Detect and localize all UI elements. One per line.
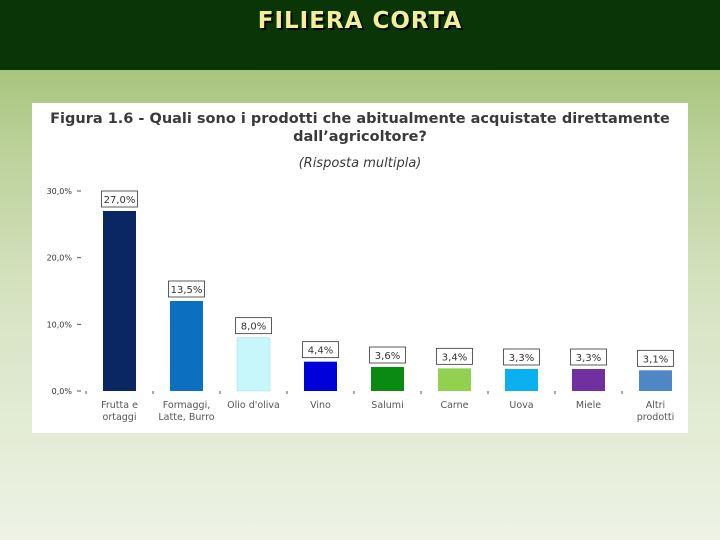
category-label: prodotti (637, 412, 674, 423)
data-label-box (570, 348, 607, 366)
data-label: 3,3% (576, 353, 601, 364)
category-label: ortaggi (103, 412, 137, 423)
category-label: Latte, Burro (158, 412, 214, 423)
data-label-box (235, 317, 272, 335)
bar (103, 211, 136, 391)
chart-title-line-1: Figura 1.6 - Quali sono i prodotti che a… (50, 111, 670, 127)
category-label: Formaggi, (163, 400, 210, 411)
category-label: Olio d'oliva (227, 400, 280, 411)
bar (236, 337, 271, 392)
data-label-box (637, 349, 674, 367)
data-label-box (101, 190, 138, 208)
category-label: Miele (576, 400, 601, 411)
bar (304, 361, 337, 391)
data-label: 3,6% (375, 351, 400, 362)
data-label: 4,4% (308, 346, 333, 357)
bar (505, 369, 538, 391)
data-label: 3,4% (442, 352, 467, 363)
bar (572, 369, 605, 391)
category-label: Uova (509, 400, 533, 411)
bar (438, 368, 471, 391)
data-label-box (369, 346, 406, 364)
data-label-box (503, 348, 540, 366)
bar (371, 367, 404, 391)
data-label-box (436, 347, 473, 365)
y-tick-label: 20,0% (47, 254, 73, 263)
y-tick-label: 30,0% (47, 187, 73, 196)
category-label: Altri (646, 400, 665, 411)
bar (170, 301, 203, 391)
data-label: 27,0% (104, 195, 136, 206)
bar (639, 370, 672, 391)
category-label: Vino (310, 400, 331, 411)
data-label-box (302, 341, 339, 359)
data-label: 3,3% (509, 353, 534, 364)
chart-subtitle: (Risposta multipla) (298, 156, 422, 171)
chart-figure: Figura 1.6 - Quali sono i prodotti che a… (32, 103, 688, 433)
slide-title: FILIERA CORTA (257, 8, 463, 34)
category-label: Carne (440, 400, 468, 411)
y-tick-label: 0,0% (52, 387, 73, 396)
data-label: 13,5% (171, 285, 203, 296)
chart-title: Figura 1.6 - Quali sono i prodotti che a… (32, 110, 688, 146)
chart-title-line-2: dall’agricoltore? (293, 129, 427, 145)
data-label: 3,1% (643, 354, 668, 365)
data-label-box (168, 280, 205, 298)
title-bar (0, 0, 720, 70)
y-tick-label: 10,0% (47, 320, 73, 329)
category-label: Frutta e (101, 400, 138, 411)
category-label: Salumi (371, 400, 403, 411)
data-label: 8,0% (241, 322, 266, 333)
